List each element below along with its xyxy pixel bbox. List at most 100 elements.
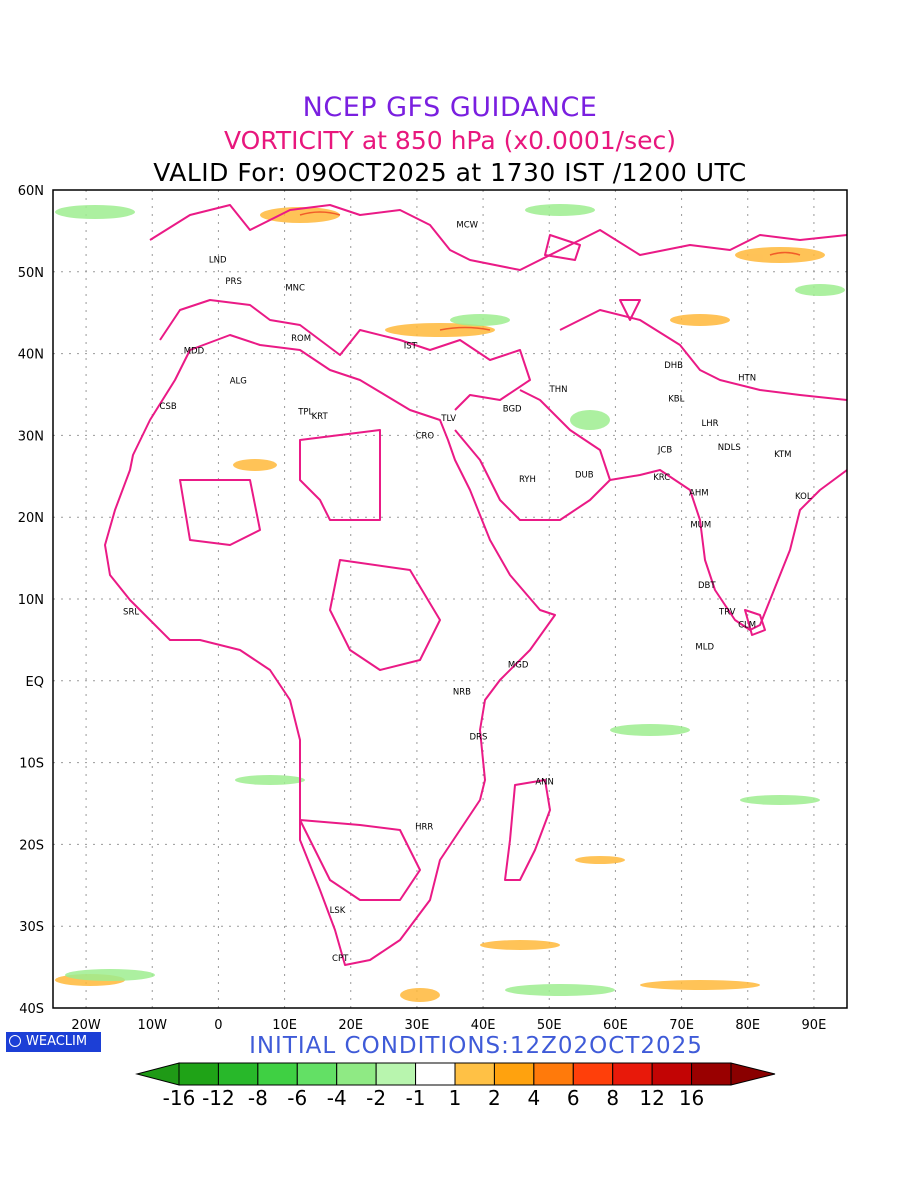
city-label: HTN [738,373,756,383]
colorbar-tick-label: -2 [366,1086,387,1110]
colorbar-swatch [178,1062,219,1086]
lat-label: 10N [18,593,44,608]
colorbar-tick-label: -12 [202,1086,235,1110]
colorbar-swatch [454,1062,495,1086]
colorbar-swatch [257,1062,298,1086]
colorbar-swatch [217,1062,259,1086]
city-label: MUM [690,521,711,531]
lat-label: 30N [18,429,44,444]
colorbar-swatch [375,1062,417,1086]
lat-label: 60N [18,184,44,199]
lon-label: 10W [138,1018,168,1033]
title-model: NCEP GFS GUIDANCE [302,92,598,123]
city-label: NDLS [718,443,741,453]
colorbar-swatch [493,1062,535,1086]
city-label: RYH [519,475,536,485]
colorbar-tick-label: 1 [448,1086,462,1110]
lat-label: 40N [18,348,44,363]
lon-label: 0 [214,1018,222,1033]
colorbar-swatch [415,1062,456,1086]
city-label: MCW [456,220,478,230]
lat-label: 50N [18,266,44,281]
coastlines [104,204,847,966]
vorticity-field [55,204,847,1002]
city-label: KRT [312,412,329,422]
city-label: BGD [503,404,522,414]
city-label: DUB [575,471,594,481]
lat-label: 20N [18,511,44,526]
lon-label: 70E [669,1018,694,1033]
city-label: KTM [774,450,791,460]
city-label: NRB [453,687,471,697]
lon-label: 90E [802,1018,827,1033]
city-label: DBT [698,581,716,591]
lon-label: 30E [405,1018,430,1033]
city-label: AHM [689,489,709,499]
city-label: CPT [332,954,349,964]
city-label: DHB [664,361,683,371]
city-label: SRL [123,607,139,617]
colorbar-tick-label: 8 [606,1086,620,1110]
lon-label: 20W [71,1018,101,1033]
city-label: KBL [668,395,684,405]
colorbar [135,1062,776,1086]
colorbar-swatch [572,1062,614,1086]
colorbar-tick-label: -6 [287,1086,308,1110]
city-label: CSB [160,402,177,412]
lat-label: 40S [19,1002,44,1017]
city-label: MLD [695,642,714,652]
lat-label: 30S [19,920,44,935]
lon-label: 50E [537,1018,562,1033]
colorbar-swatch [296,1062,338,1086]
colorbar-tick-label: -8 [247,1086,268,1110]
city-label: TRV [718,607,736,617]
city-label: MDD [184,346,205,356]
lon-label: 60E [603,1018,628,1033]
globe-icon [9,1035,21,1047]
colorbar-tick-label: 16 [678,1086,705,1110]
city-label: ALG [230,377,247,387]
city-label: MNC [285,283,305,293]
city-label: TLV [440,414,456,424]
city-label: IST [404,341,418,351]
colorbar-swatch [691,1062,732,1086]
lon-label: 20E [338,1018,363,1033]
logo-text: WEACLIM [26,1034,88,1049]
weaclim-logo: WEACLIM [6,1032,101,1052]
city-label: LND [209,256,227,266]
plot-frame [52,189,848,1009]
lat-label: EQ [26,675,44,690]
title-variable: VORTICITY at 850 hPa (x0.0001/sec) [223,126,676,155]
colorbar-tick-label: 12 [639,1086,665,1110]
colorbar-swatch [612,1062,653,1086]
colorbar-swatch [336,1062,377,1086]
city-label: CLM [738,620,756,630]
city-label: ROM [291,334,311,344]
colorbar-tick-label: -1 [405,1086,426,1110]
city-label: JCB [657,445,672,455]
axis-labels: 60N 50N 40N 30N 20N 10N EQ 10S 20S 30S 40S 20W 10W 0 1… [18,184,827,1033]
colorbar-swatch [533,1062,574,1086]
colorbar-tick-label: -4 [326,1086,347,1110]
city-label: LHR [702,419,719,429]
colorbar-low-arrow [135,1062,180,1086]
city-label: MGD [508,660,529,670]
city-label: CRO [416,431,435,441]
lon-label: 80E [735,1018,760,1033]
city-label: KRC [653,473,670,483]
city-label: HRR [415,822,433,832]
initial-conditions: INITIAL CONDITIONS:12Z02OCT2025 [249,1033,703,1059]
colorbar-tick-label: 4 [527,1086,541,1110]
lon-label: 10E [272,1018,297,1033]
city-label: THN [549,385,568,395]
city-label: LSK [330,906,346,916]
gridlines [53,190,847,1008]
colorbar-swatch [651,1062,693,1086]
city-label: TPL [297,408,313,418]
lon-label: 40E [471,1018,496,1033]
city-label: ANN [535,777,554,787]
city-label: PRS [225,277,241,287]
colorbar-tick-label: 2 [488,1086,501,1110]
